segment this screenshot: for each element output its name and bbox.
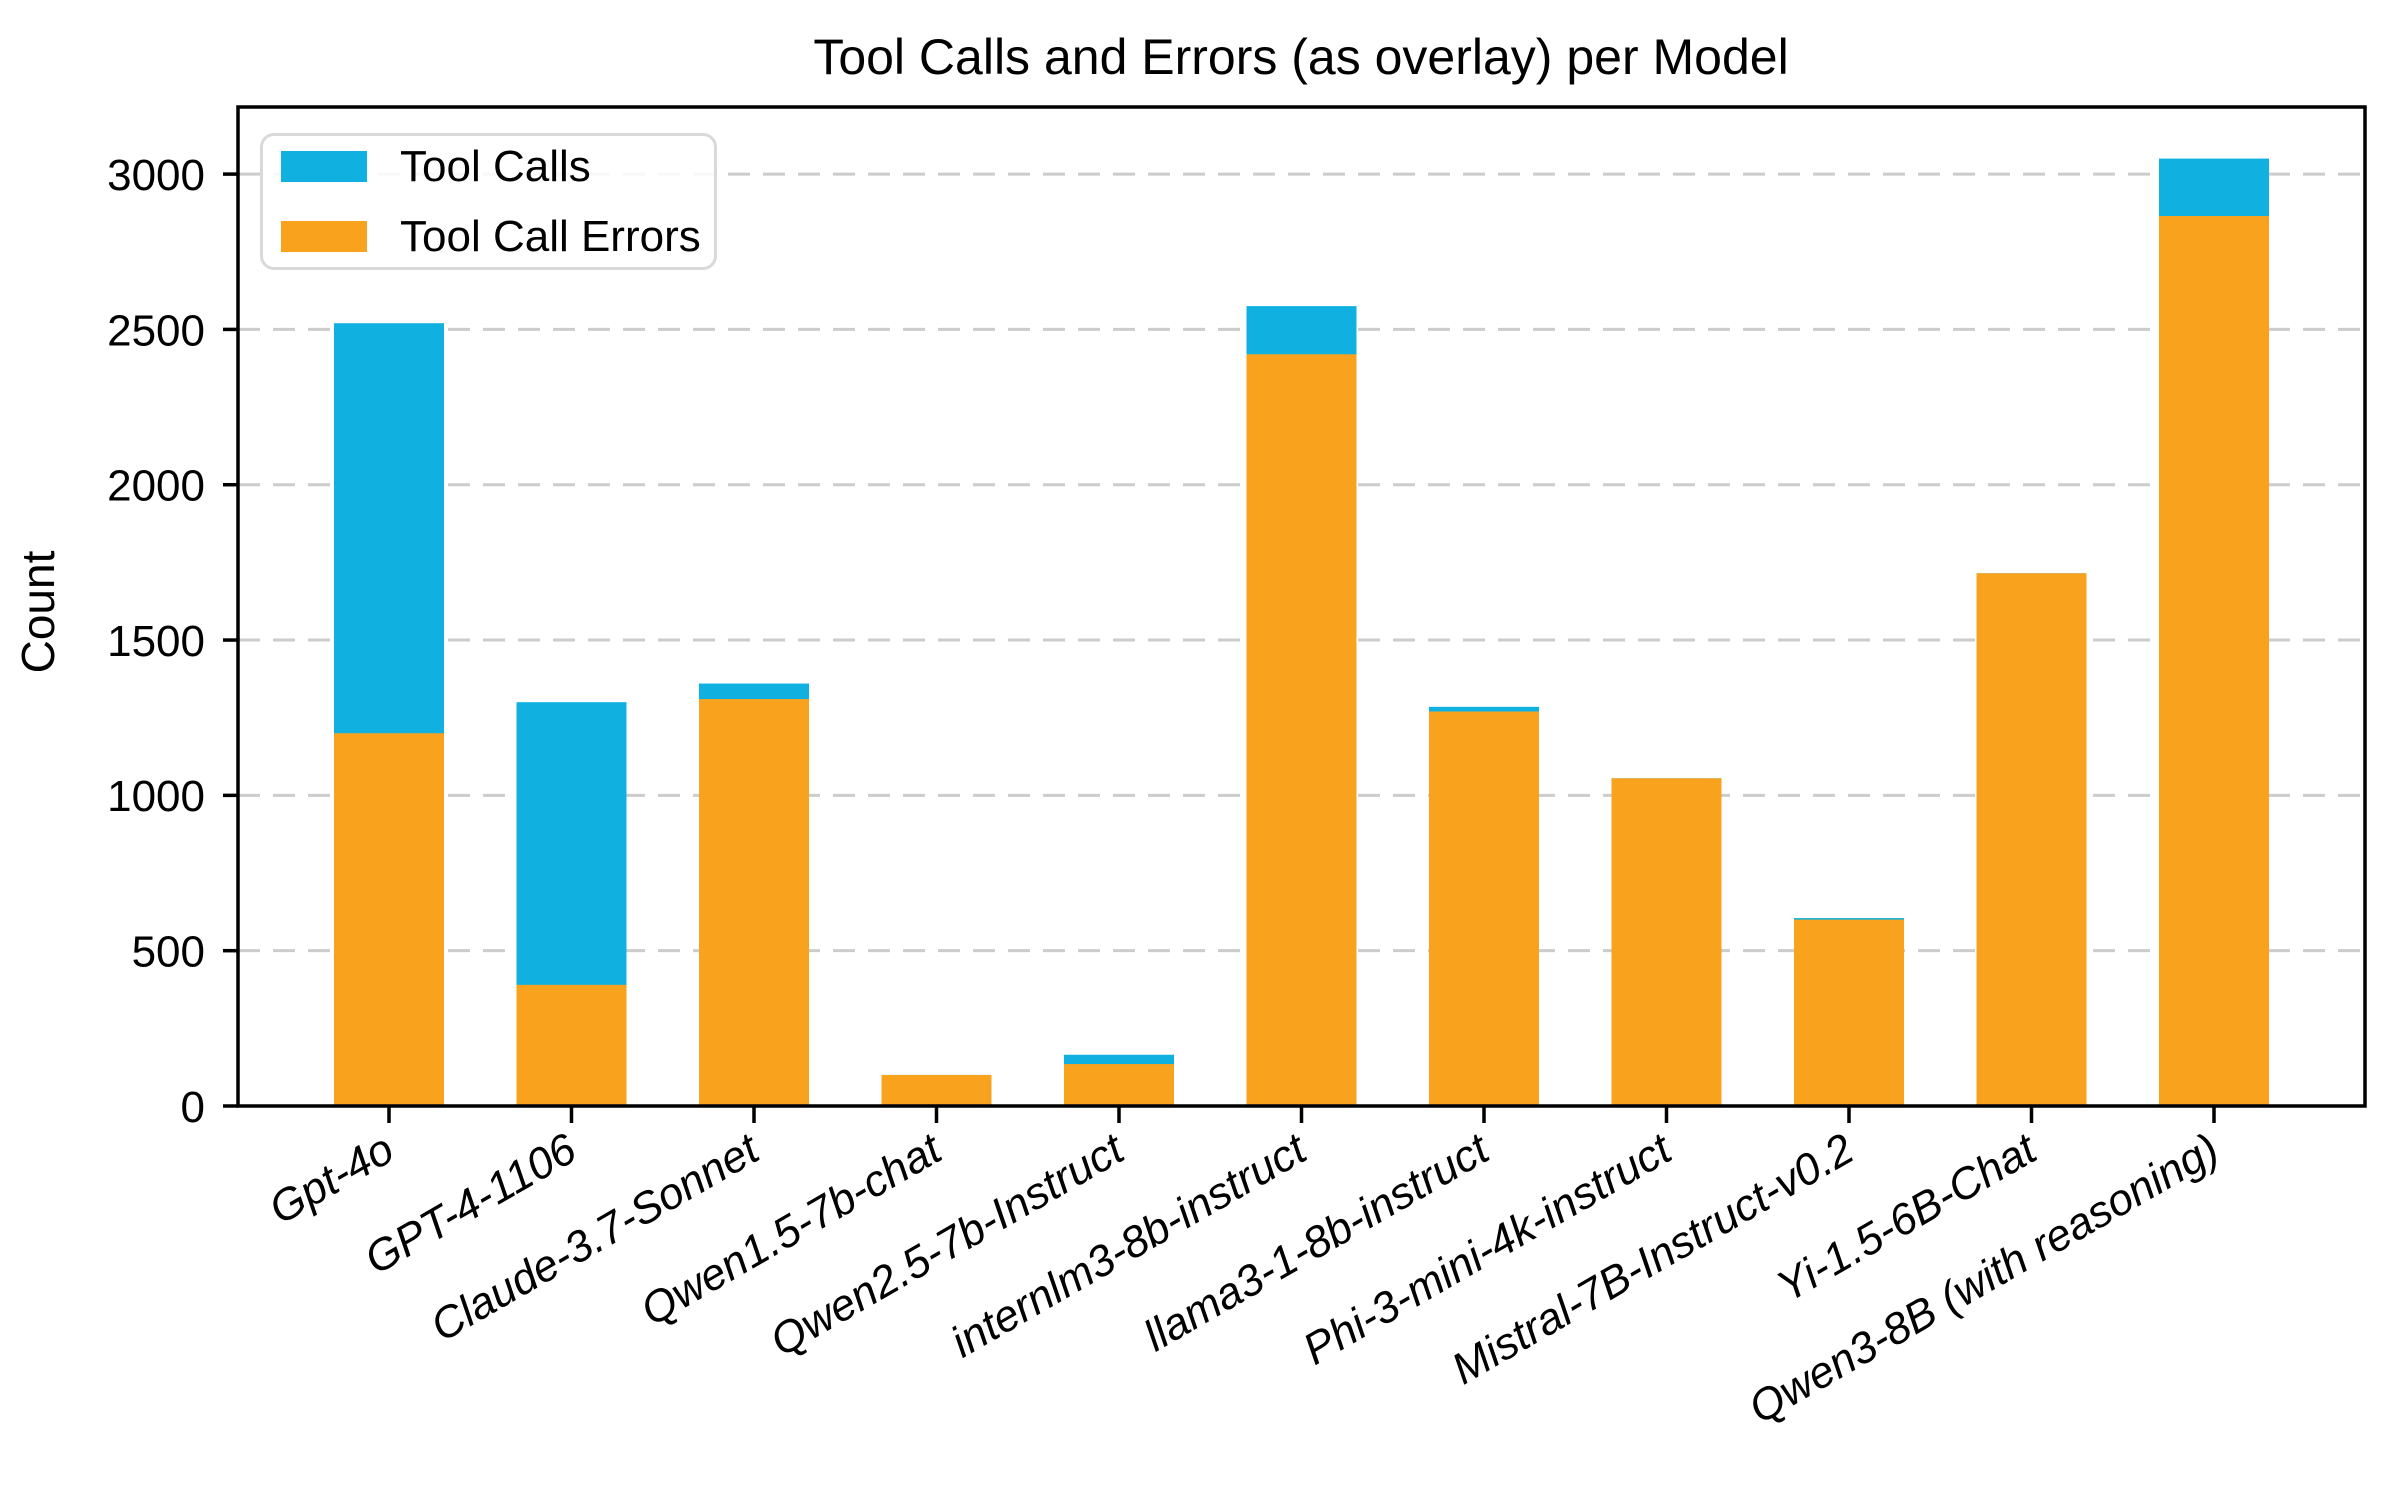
y-tick-label-500: 500 <box>132 928 205 977</box>
bar-tool-call-errors-5 <box>1064 1064 1174 1106</box>
axes-spines <box>236 105 2367 1108</box>
y-tick-label-2500: 2500 <box>107 306 205 355</box>
y-tick-label-0: 0 <box>181 1083 205 1132</box>
bar-tool-call-errors-6 <box>1246 354 1357 1107</box>
legend-entry-tool-call-errors: Tool Call Errors <box>281 212 701 262</box>
x-tick-label-3: Claude-3.7-Sonnet <box>423 1123 769 1351</box>
bar-tool-call-errors-9 <box>1794 919 1904 1106</box>
legend-label-tool-calls: Tool Calls <box>400 141 591 191</box>
bar-tool-call-errors-3 <box>699 699 809 1106</box>
legend: Tool Calls Tool Call Errors <box>260 133 717 270</box>
x-tick-label-4: Qwen1.5-7b-chat <box>633 1123 951 1335</box>
bar-tool-call-errors-10 <box>1976 573 2087 1106</box>
legend-swatch-tool-calls-icon <box>281 151 367 182</box>
legend-entry-tool-calls: Tool Calls <box>281 142 696 192</box>
chart-title: Tool Calls and Errors (as overlay) per M… <box>813 29 1789 85</box>
bar-tool-call-errors-1 <box>334 733 444 1106</box>
y-tick-label-3000: 3000 <box>107 151 205 200</box>
legend-label-tool-call-errors: Tool Call Errors <box>400 211 701 261</box>
bar-tool-call-errors-8 <box>1611 778 1722 1106</box>
bar-tool-call-errors-11 <box>2159 216 2269 1106</box>
x-tick-label-1: Gpt-4o <box>261 1124 402 1234</box>
bar-tool-call-errors-2 <box>516 984 627 1106</box>
y-tick-label-1500: 1500 <box>107 617 205 666</box>
bar-tool-call-errors-7 <box>1429 711 1539 1106</box>
x-tick-label-6: internlm3-8b-instruct <box>943 1123 1316 1367</box>
y-tick-label-2000: 2000 <box>107 462 205 511</box>
bar-tool-call-errors-4 <box>881 1074 992 1106</box>
y-tick-label-1000: 1000 <box>107 772 205 821</box>
legend-swatch-tool-call-errors-icon <box>281 221 367 252</box>
